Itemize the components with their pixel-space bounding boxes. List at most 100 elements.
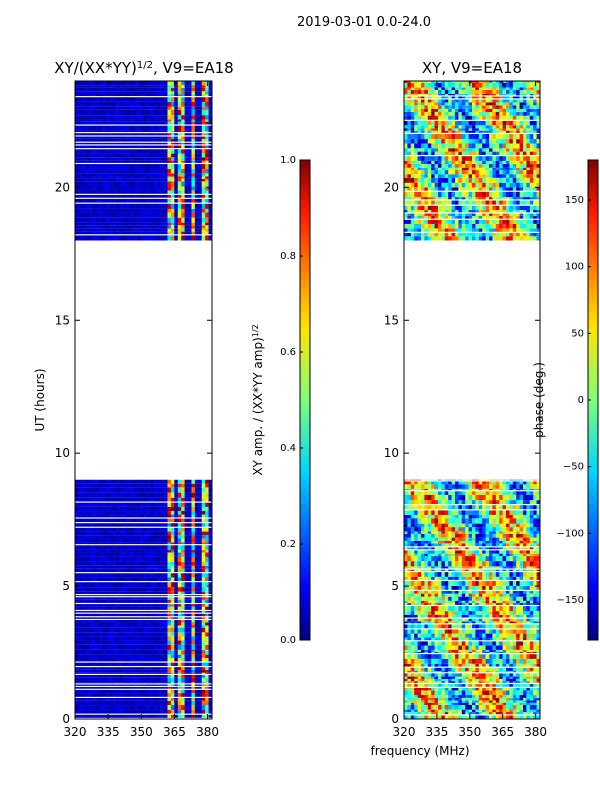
- heatmap-cell: [143, 176, 148, 179]
- heatmap-cell: [174, 502, 179, 507]
- heatmap-cell: [208, 125, 212, 131]
- heatmap-cell: [109, 181, 113, 187]
- heatmap-cell: [174, 497, 179, 502]
- heatmap-cell: [116, 649, 120, 651]
- heatmap-cell: [198, 190, 203, 194]
- heatmap-cell: [174, 622, 179, 626]
- heatmap-cell: [105, 212, 110, 218]
- heatmap-cell: [122, 684, 127, 686]
- heatmap-cell: [85, 654, 89, 659]
- heatmap-cell: [109, 595, 113, 597]
- heatmap-cell: [160, 561, 165, 566]
- heatmap-cell: [105, 523, 110, 527]
- heatmap-cell: [143, 523, 148, 527]
- heatmap-cell: [434, 681, 439, 683]
- heatmap-cell: [133, 518, 137, 523]
- heatmap-cell: [157, 212, 161, 218]
- heatmap-cell: [434, 709, 439, 713]
- heatmap-cell: [198, 149, 203, 154]
- heatmap-cell: [198, 568, 203, 573]
- heatmap-cell: [116, 106, 120, 110]
- heatmap-cell: [109, 125, 113, 131]
- heatmap-cell: [126, 597, 131, 600]
- heatmap-cell: [160, 582, 165, 588]
- heatmap-cell: [164, 91, 168, 95]
- heatmap-cell: [170, 698, 175, 701]
- heatmap-cell: [112, 542, 117, 545]
- heatmap-cell: [208, 613, 212, 617]
- heatmap-cell: [191, 604, 196, 607]
- heatmap-cell: [116, 595, 120, 597]
- heatmap-cell: [126, 497, 131, 502]
- heatmap-cell: [468, 700, 473, 703]
- heatmap-cell: [140, 212, 144, 218]
- heatmap-cell: [188, 511, 192, 515]
- heatmap-cell: [75, 231, 79, 235]
- heatmap-cell: [157, 650, 161, 655]
- heatmap-cell: [122, 700, 127, 706]
- heatmap-cell: [164, 121, 168, 125]
- heatmap-cell: [88, 582, 93, 588]
- heatmap-cell: [184, 514, 189, 518]
- heatmap-cell: [489, 687, 493, 691]
- heatmap-cell: [129, 85, 134, 88]
- heatmap-cell: [85, 106, 89, 110]
- heatmap-cell: [126, 714, 131, 718]
- heatmap-cell: [126, 212, 131, 218]
- y-tick-label: 5: [62, 579, 70, 593]
- heatmap-cell: [122, 622, 127, 626]
- heatmap-cell: [129, 597, 134, 600]
- heatmap-cell: [143, 157, 148, 161]
- heatmap-cell: [188, 136, 192, 139]
- heatmap-cell: [75, 136, 79, 139]
- heatmap-cell: [129, 228, 134, 232]
- heatmap-cell: [184, 87, 189, 92]
- heatmap-cell: [160, 81, 165, 86]
- heatmap-cell: [529, 715, 534, 719]
- heatmap-cell: [105, 611, 110, 613]
- heatmap-cell: [116, 133, 120, 136]
- heatmap-cell: [85, 168, 89, 174]
- heatmap-cell: [75, 687, 79, 689]
- heatmap-cell: [136, 231, 141, 235]
- heatmap-cell: [529, 695, 534, 698]
- heatmap-cell: [519, 697, 524, 701]
- heatmap-cell: [181, 552, 185, 557]
- heatmap-cell: [160, 125, 165, 131]
- heatmap-cell: [194, 599, 199, 603]
- heatmap-cell: [164, 640, 168, 645]
- heatmap-cell: [478, 700, 483, 703]
- heatmap-cell: [129, 565, 134, 569]
- heatmap-cell: [88, 687, 93, 689]
- heatmap-cell: [160, 587, 165, 592]
- heatmap-cell: [194, 549, 199, 553]
- heatmap-cell: [417, 684, 422, 687]
- heatmap-cell: [85, 565, 89, 569]
- heatmap-cell: [164, 587, 168, 592]
- heatmap-cell: [188, 231, 192, 235]
- heatmap-cell: [140, 119, 144, 122]
- heatmap-cell: [208, 94, 212, 97]
- heatmap-cell: [140, 198, 144, 203]
- heatmap-cell: [95, 160, 100, 163]
- heatmap-cell: [482, 697, 486, 701]
- heatmap-cell: [468, 690, 473, 696]
- heatmap-cell: [88, 181, 93, 187]
- heatmap-cell: [184, 153, 189, 158]
- heatmap-cell: [512, 709, 517, 713]
- heatmap-cell: [164, 225, 168, 229]
- heatmap-cell: [85, 186, 89, 191]
- heatmap-cell: [109, 611, 113, 613]
- heatmap-cell: [102, 145, 107, 149]
- heatmap-cell: [105, 109, 110, 116]
- heatmap-cell: [167, 168, 172, 174]
- heatmap-cell: [119, 611, 124, 613]
- heatmap-cell: [75, 606, 79, 610]
- heatmap-cell: [201, 115, 206, 120]
- heatmap-cell: [191, 644, 196, 650]
- heatmap-cell: [516, 700, 520, 703]
- heatmap-cell: [198, 121, 203, 125]
- heatmap-cell: [88, 487, 93, 493]
- heatmap-cell: [174, 556, 179, 562]
- heatmap-cell: [167, 194, 172, 198]
